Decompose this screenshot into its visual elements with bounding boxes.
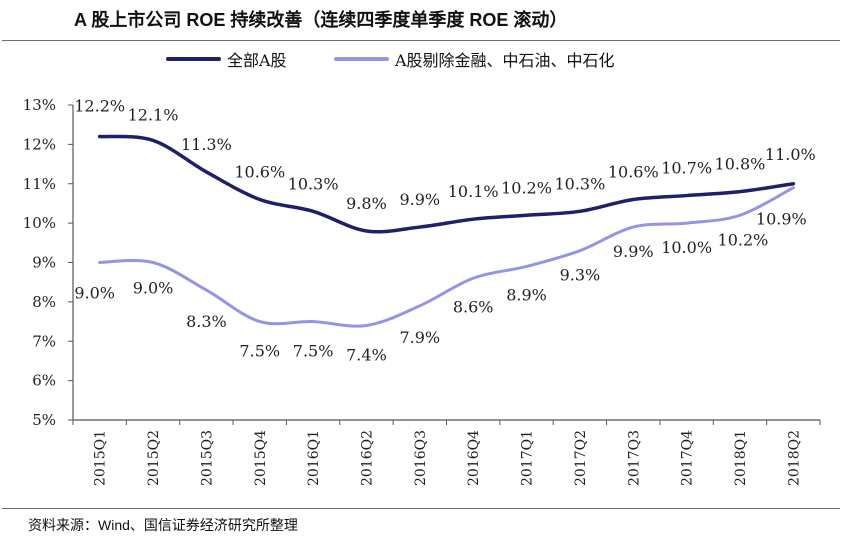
data-point-2 [525,265,528,268]
data-point-2 [632,226,635,228]
data-point-2 [792,186,795,189]
source-note: 资料来源：Wind、国信证券经济研究所整理 [28,517,298,533]
y-tick-label: 7% [32,332,56,350]
data-label-1: 11.3% [181,135,232,154]
legend-item-series-2: A股剔除金融、中石油、中石化 [334,47,615,71]
data-point-1 [205,171,208,173]
y-tick-label: 8% [32,293,56,311]
data-point-1 [472,218,474,220]
data-point-1 [152,139,154,142]
data-label-2: 10.9% [756,210,807,229]
data-point-2 [205,289,208,291]
data-label-1: 9.8% [346,194,387,213]
data-label-2: 7.9% [399,328,440,347]
x-tick-label: 2016Q3 [413,430,429,486]
x-tick-label: 2016Q4 [466,430,482,486]
x-tick-label: 2015Q1 [93,430,109,486]
x-tick-label: 2015Q4 [253,430,269,486]
data-label-2: 9.0% [74,284,115,303]
data-point-2 [579,249,581,252]
data-label-1: 11.0% [765,145,816,164]
y-tick-label: 10% [23,214,56,232]
legend-label-series-1: 全部A股 [227,51,287,70]
data-label-1: 10.3% [288,174,339,193]
x-tick-label: 2015Q3 [199,430,215,486]
data-point-1 [312,210,314,213]
legend-swatch-series-1 [166,57,221,61]
source-divider [2,508,840,509]
data-point-1 [525,214,528,217]
data-point-2 [685,222,688,224]
data-point-2 [312,320,314,323]
data-point-2 [152,261,154,264]
data-label-2: 7.5% [293,342,334,361]
series-line-2 [98,186,795,328]
data-label-2: 9.9% [613,242,654,261]
x-tick-label: 2015Q2 [146,430,162,486]
data-label-1: 9.9% [399,190,440,209]
series-line-1 [97,134,796,234]
y-tick-label: 11% [23,175,56,193]
legend-item-series-1: 全部A股 [166,47,287,71]
data-label-2: 7.4% [346,346,387,365]
data-point-1 [739,190,741,193]
data-label-2: 9.3% [560,266,601,285]
data-label-1: 10.6% [608,163,659,182]
data-label-1: 10.6% [234,163,285,182]
y-tick-label: 13% [23,96,56,114]
data-label-1: 12.1% [128,105,179,124]
y-tick-label: 6% [32,372,56,390]
x-tick-label: 2018Q1 [733,430,749,486]
legend-label-series-2: A股剔除金融、中石油、中石化 [395,51,615,70]
data-point-1 [258,198,261,201]
legend-swatch-series-2 [334,57,389,61]
data-label-2: 8.9% [506,285,547,304]
data-label-1: 12.2% [74,97,125,116]
data-point-1 [792,182,795,185]
data-point-1 [98,135,101,138]
data-point-1 [632,198,635,201]
y-tick-label: 9% [32,254,56,272]
x-tick-label: 2017Q1 [520,430,536,486]
data-label-1: 10.2% [501,178,552,197]
data-point-1 [365,230,368,232]
x-tick-label: 2017Q3 [626,430,642,486]
data-label-1: 10.3% [554,174,605,193]
data-point-2 [258,320,261,323]
data-point-2 [739,214,741,217]
data-label-1: 10.8% [715,155,766,174]
chart-title: A 股上市公司 ROE 持续改善（连续四季度单季度 ROE 滚动） [74,10,568,30]
x-tick-label: 2017Q4 [680,430,696,486]
x-tick-label: 2018Q2 [786,430,802,486]
data-point-2 [419,305,421,307]
title-divider [2,40,840,41]
data-label-2: 10.0% [661,238,712,257]
data-label-2: 7.5% [239,342,280,361]
data-point-2 [365,324,368,327]
data-point-1 [419,226,421,228]
x-tick-label: 2017Q2 [573,430,589,486]
data-label-1: 10.1% [448,182,499,201]
data-point-2 [98,261,101,264]
y-tick-label: 12% [23,135,56,153]
data-label-2: 8.3% [186,312,227,331]
data-label-2: 10.2% [718,230,769,249]
x-tick-label: 2016Q2 [359,430,375,486]
data-point-1 [685,194,688,197]
data-label-2: 8.6% [453,297,494,316]
data-point-1 [579,210,581,213]
data-label-1: 10.7% [661,159,712,178]
data-point-2 [472,277,474,280]
data-label-2: 9.0% [133,279,174,298]
y-tick-label: 5% [32,411,56,429]
x-tick-label: 2016Q1 [306,430,322,486]
